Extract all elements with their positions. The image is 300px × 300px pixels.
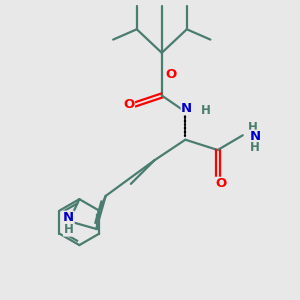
Text: H: H	[248, 121, 258, 134]
Text: H: H	[250, 141, 260, 154]
Text: N: N	[181, 102, 192, 115]
Text: O: O	[123, 98, 134, 111]
Text: N: N	[63, 211, 74, 224]
Text: H: H	[64, 223, 74, 236]
Text: O: O	[165, 68, 176, 81]
Text: H: H	[201, 104, 211, 117]
Text: N: N	[250, 130, 261, 143]
Text: O: O	[215, 177, 226, 190]
